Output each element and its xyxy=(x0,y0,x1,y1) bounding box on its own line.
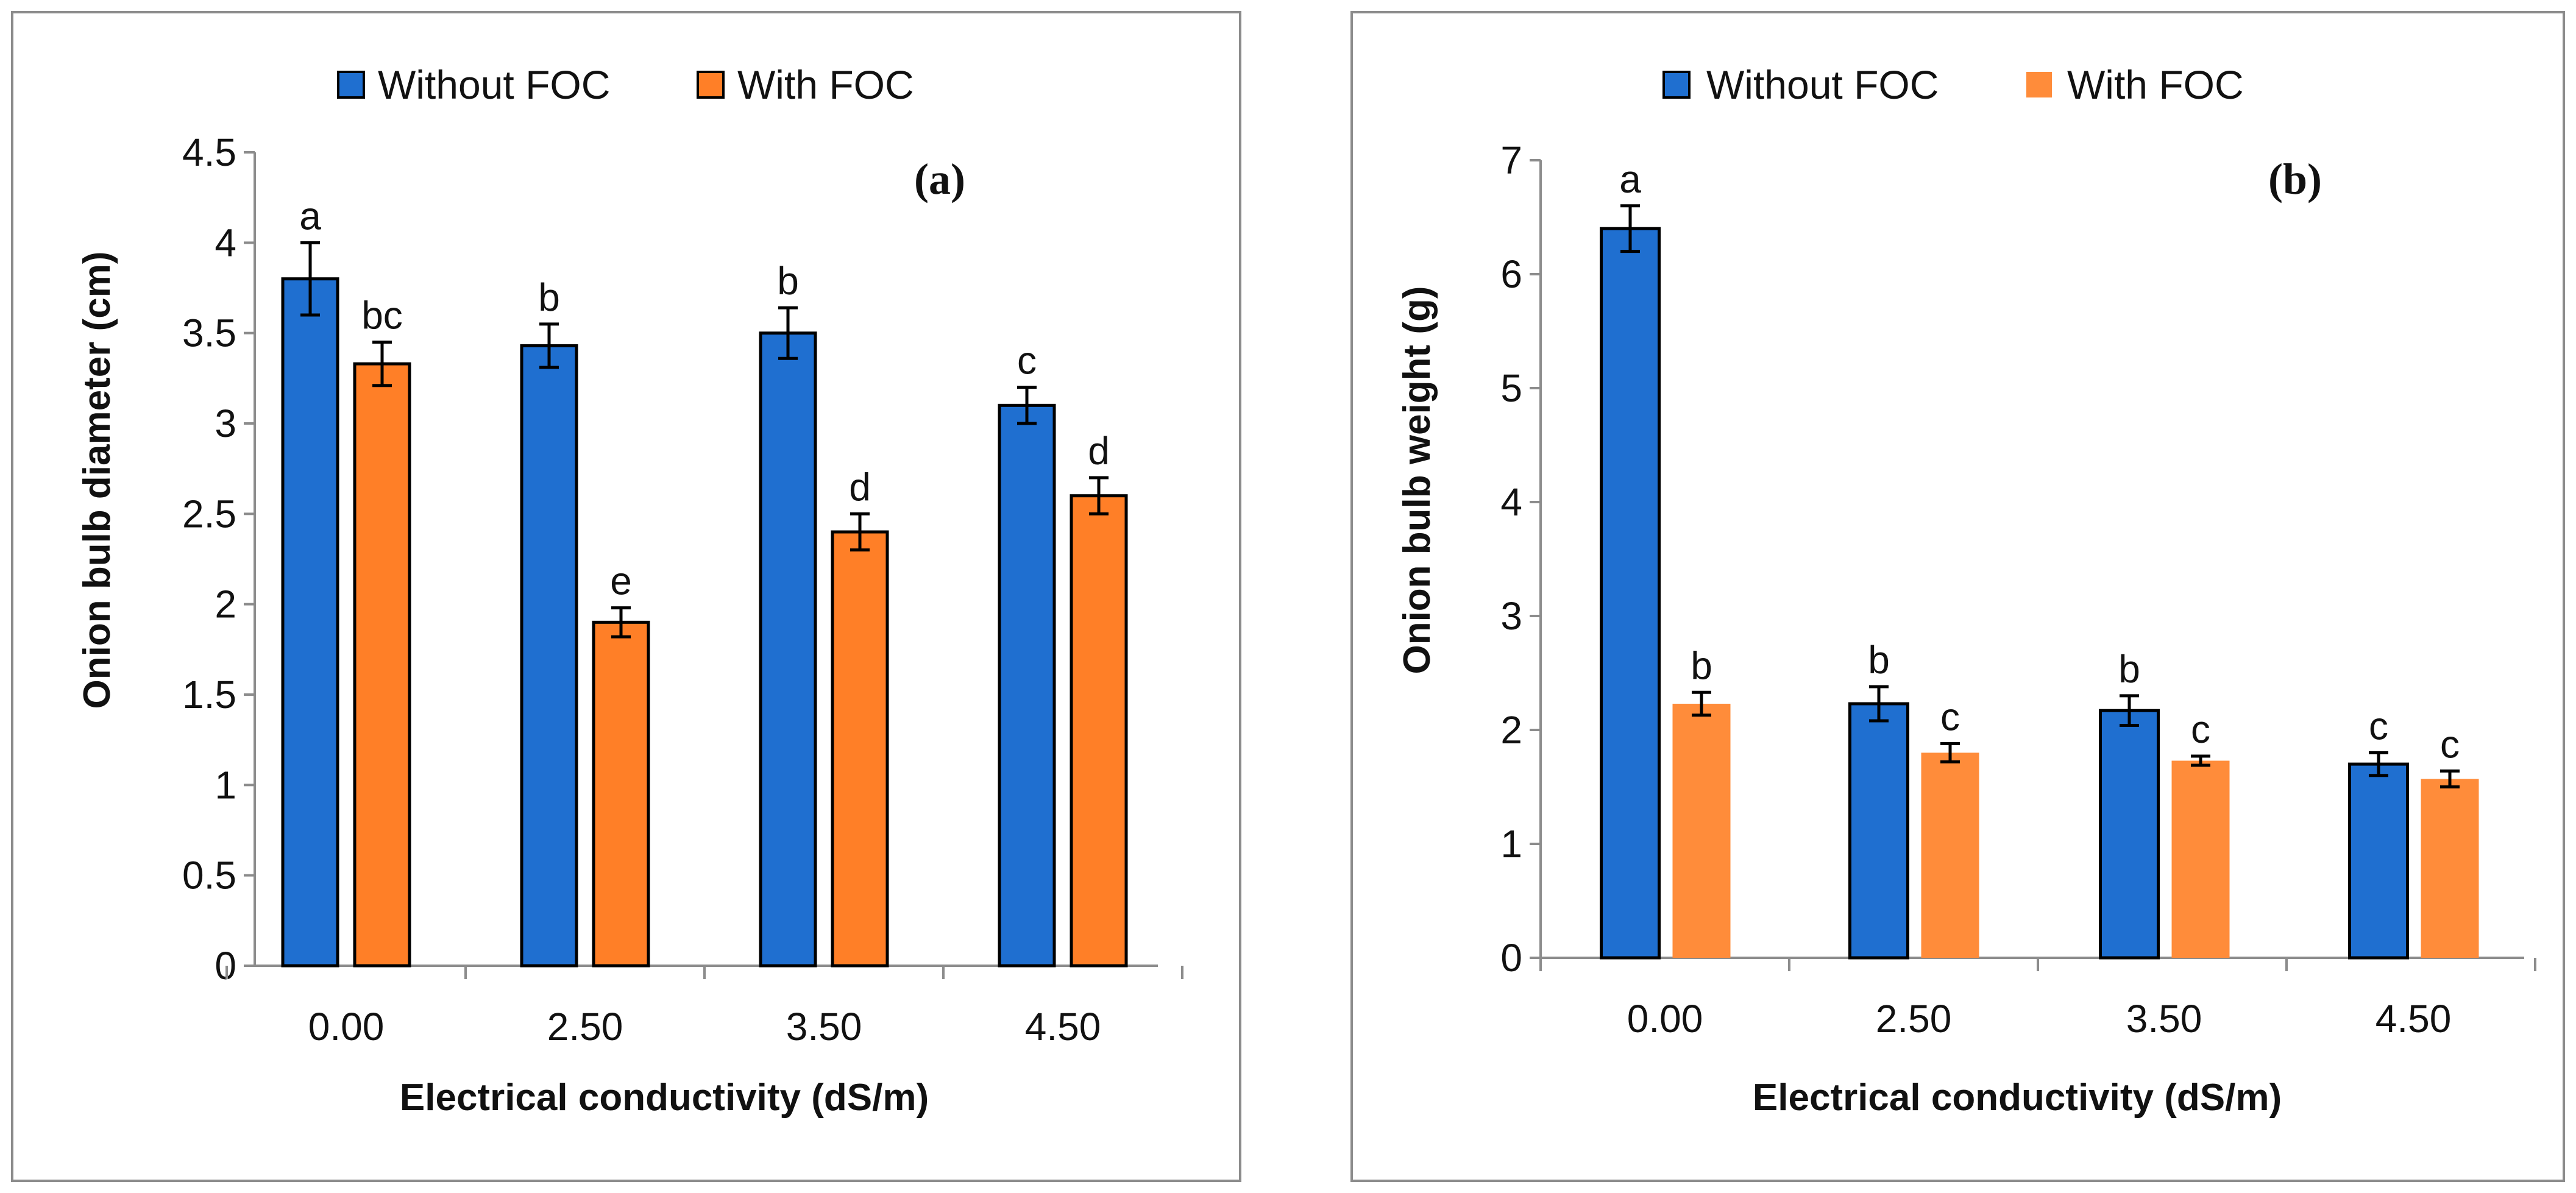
bar-without-foc-1 xyxy=(520,344,578,968)
y-tick-label: 0.5 xyxy=(182,854,236,897)
y-axis-title-b: Onion bulb weight (g) xyxy=(1396,286,1438,674)
legend-a-swatch-with-foc xyxy=(697,71,725,99)
legend-a-label-with-foc: With FOC xyxy=(737,62,914,107)
y-tick-label: 7 xyxy=(1500,138,1522,182)
significance-label: c xyxy=(1017,339,1037,383)
legend-a: Without FOC With FOC xyxy=(337,62,914,107)
panel-a-label: (a) xyxy=(914,155,965,204)
legend-b-label-with-foc: With FOC xyxy=(2067,62,2244,107)
significance-label: d xyxy=(1088,429,1110,473)
bar-without-foc-2 xyxy=(2099,709,2160,960)
bar-with-foc-0 xyxy=(353,362,411,968)
significance-label: bc xyxy=(361,294,403,338)
chart-panel-b: Without FOC With FOC (b) Onion bulb weig… xyxy=(1350,11,2565,1182)
x-tick-label: 4.50 xyxy=(2376,997,2452,1041)
y-axis-title-a: Onion bulb diameter (cm) xyxy=(76,252,118,709)
y-tick-label: 2 xyxy=(215,582,236,626)
legend-b-label-without-foc: Without FOC xyxy=(1706,62,1939,107)
legend-b-swatch-with-foc xyxy=(2026,72,2052,97)
bar-with-foc-2 xyxy=(831,530,889,968)
bar-with-foc-1 xyxy=(592,620,650,968)
bar-without-foc-2 xyxy=(759,331,817,968)
y-tick-label: 0 xyxy=(1500,936,1522,980)
y-tick-label: 1.5 xyxy=(182,673,236,717)
y-tick-label: 5 xyxy=(1500,366,1522,410)
significance-label: e xyxy=(610,559,632,603)
y-tick-label: 4.5 xyxy=(182,130,236,174)
panel-b-label: (b) xyxy=(2268,155,2322,204)
x-axis-title-b: Electrical conductivity (dS/m) xyxy=(1753,1077,2282,1119)
significance-label: a xyxy=(1619,157,1641,201)
bar-with-foc-2 xyxy=(2171,760,2230,958)
significance-label: c xyxy=(2191,707,2210,751)
y-tick-label: 4 xyxy=(1500,480,1522,524)
y-tick-label: 1 xyxy=(215,763,236,807)
x-axis-title-a: Electrical conductivity (dS/m) xyxy=(400,1077,929,1119)
x-tick-label: 2.50 xyxy=(1876,997,1952,1041)
significance-label: a xyxy=(299,194,321,238)
y-tick-label: 1 xyxy=(1500,822,1522,866)
y-tick-label: 3 xyxy=(1500,594,1522,638)
plot-area-b: 0 1 2 3 4 5 6 7 0.00 2.50 3.50 4.50 a b b c b c c c xyxy=(1500,138,2536,1041)
bar-without-foc-3 xyxy=(998,403,1056,968)
chart-panel-a: Without FOC With FOC (a) Onion bulb diam… xyxy=(11,11,1241,1182)
y-tick-label: 2.5 xyxy=(182,492,236,536)
bar-without-foc-0 xyxy=(281,277,339,968)
legend-a-swatch-without-foc xyxy=(337,71,365,99)
y-tick-label: 4 xyxy=(215,221,236,264)
legend-b: Without FOC With FOC xyxy=(1662,62,2244,107)
bar-without-foc-1 xyxy=(1848,702,1909,960)
y-tick-label: 2 xyxy=(1500,708,1522,752)
x-tick-label: 0.00 xyxy=(1627,997,1703,1041)
x-tick-label: 2.50 xyxy=(547,1005,623,1049)
y-tick-label: 3 xyxy=(215,402,236,445)
x-tick-label: 3.50 xyxy=(2126,997,2202,1041)
significance-label: b xyxy=(777,259,799,303)
significance-label: c xyxy=(2440,722,2460,766)
legend-a-label-without-foc: Without FOC xyxy=(378,62,610,107)
legend-b-swatch-without-foc xyxy=(1662,71,1691,99)
bar-with-foc-1 xyxy=(1921,752,1979,958)
significance-label: b xyxy=(2118,647,2140,691)
y-tick-label: 3.5 xyxy=(182,311,236,355)
x-tick-label: 3.50 xyxy=(786,1005,862,1049)
significance-label: d xyxy=(849,465,871,509)
significance-label: b xyxy=(538,275,560,319)
bar-with-foc-3 xyxy=(1070,494,1128,968)
x-tick-label: 0.00 xyxy=(308,1005,385,1049)
bar-without-foc-0 xyxy=(1600,227,1661,960)
x-tick-label: 4.50 xyxy=(1025,1005,1101,1049)
bar-with-foc-0 xyxy=(1672,703,1731,958)
significance-label: b xyxy=(1868,638,1890,682)
significance-label: b xyxy=(1691,643,1712,687)
significance-label: c xyxy=(2369,704,2388,748)
bar-with-foc-3 xyxy=(2421,779,2479,958)
y-tick-label: 6 xyxy=(1500,252,1522,296)
significance-label: c xyxy=(1940,695,1960,738)
bar-without-foc-3 xyxy=(2348,762,2409,960)
panel-b-frame xyxy=(1350,11,2565,1182)
